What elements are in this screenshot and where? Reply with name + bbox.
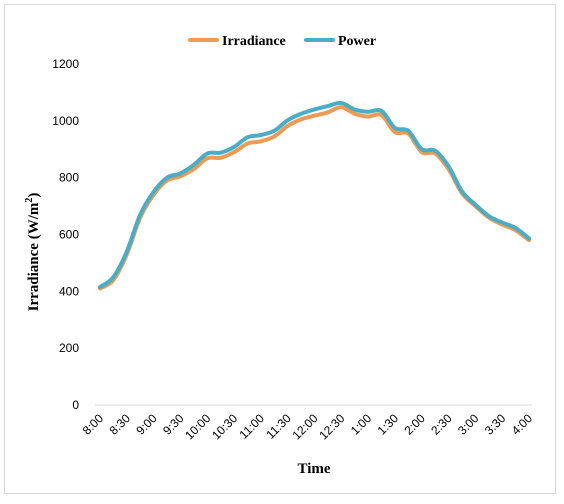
x-tick-label: 1:30 [375, 411, 402, 438]
y-axis-title-close: ) [26, 193, 42, 198]
y-axis-title: Irradiance (W/m2) [24, 193, 42, 312]
x-tick-label: 2:30 [428, 411, 455, 438]
x-tick-label: 3:00 [455, 411, 482, 438]
series-lines [98, 100, 531, 291]
legend-label-irradiance: Irradiance [222, 34, 286, 49]
legend: Irradiance Power [188, 34, 376, 49]
x-tick-label: 10:30 [209, 411, 240, 442]
x-tick-label: 4:00 [509, 411, 536, 438]
x-tick-label: 3:30 [482, 411, 509, 438]
y-tick-label: 1200 [52, 57, 79, 71]
series-line-power [98, 100, 531, 290]
y-tick-labels: 0 200 400 600 800 1000 1200 [52, 57, 79, 412]
x-tick-label: 10:00 [182, 411, 213, 442]
x-tick-label: 11:00 [236, 411, 267, 442]
y-tick-label: 200 [59, 341, 79, 355]
x-tick-label: 12:00 [289, 411, 320, 442]
x-tick-label: 9:00 [133, 411, 160, 438]
series-line-irradiance [98, 105, 531, 291]
x-tick-label: 8:30 [107, 411, 134, 438]
y-tick-label: 400 [59, 284, 79, 298]
x-tick-label: 11:30 [263, 411, 294, 442]
y-axis-title-main: Irradiance (W/m [26, 202, 42, 311]
legend-label-power: Power [338, 34, 376, 49]
chart-frame [4, 4, 556, 494]
y-tick-label: 600 [59, 228, 79, 242]
x-tick-label: 8:00 [80, 411, 107, 438]
x-tick-label: 1:00 [348, 411, 375, 438]
y-tick-label: 1000 [52, 114, 79, 128]
x-tick-label: 12:30 [316, 411, 347, 442]
y-tick-label: 800 [59, 171, 79, 185]
x-tick-labels: 8:00 8:30 9:00 9:3010:0010:3011:0011:3012:0… [80, 411, 536, 442]
y-tick-label: 0 [72, 398, 79, 412]
y-axis-title-superscript: 2 [24, 198, 35, 203]
x-tick-label: 2:00 [401, 411, 428, 438]
x-axis-title: Time [297, 461, 330, 477]
